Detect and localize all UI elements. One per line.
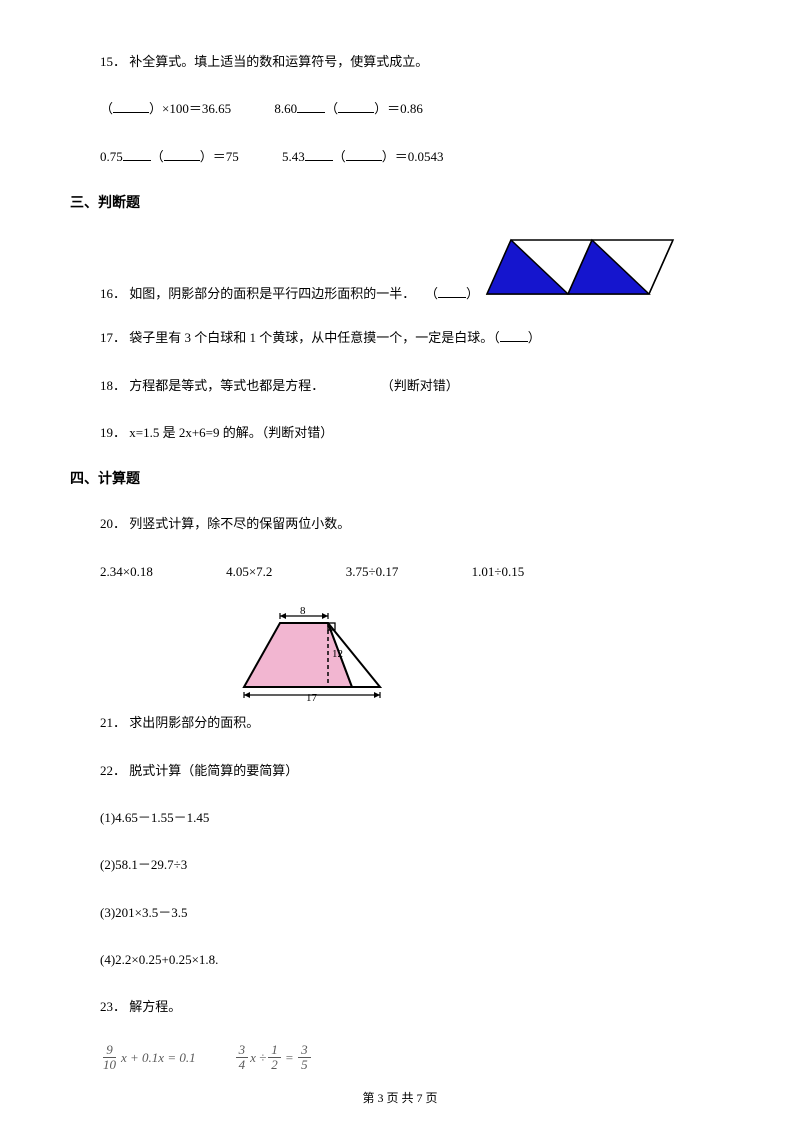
q18-num: 18． xyxy=(100,378,126,393)
q16-row: 16． 如图，阴影部分的面积是平行四边形面积的一半． （） xyxy=(70,236,730,302)
q19-text: x=1.5 是 2x+6=9 的解。（判断对错） xyxy=(129,425,333,440)
blank[interactable] xyxy=(297,99,325,113)
q18-row: 18． 方程都是等式，等式也都是方程． （判断对错） xyxy=(70,374,730,397)
q20-items: 2.34×0.18 4.05×7.2 3.75÷0.17 1.01÷0.15 xyxy=(70,560,730,583)
q23-eq1: 9 10 x + 0.1x = 0.1 xyxy=(100,1043,196,1073)
q23-title: 23． 解方程。 xyxy=(70,995,730,1018)
svg-text:12: 12 xyxy=(332,648,343,660)
q20-item: 1.01÷0.15 xyxy=(472,564,525,579)
q23-text: 解方程。 xyxy=(129,999,181,1014)
q17-num: 17． xyxy=(100,330,126,345)
q15-row2: 0.75（）＝75 5.43（）＝0.0543 xyxy=(70,145,730,168)
blank[interactable] xyxy=(438,284,466,298)
svg-text:17: 17 xyxy=(306,692,318,703)
blank[interactable] xyxy=(113,99,149,113)
q15-text: 补全算式。填上适当的数和运算符号，使算式成立。 xyxy=(129,54,428,69)
q21-text: 求出阴影部分的面积。 xyxy=(129,715,259,730)
q22-item: (4)2.2×0.25+0.25×1.8. xyxy=(70,948,730,971)
q22-item: (1)4.65－1.55－1.45 xyxy=(70,806,730,829)
q21-row: 21． 求出阴影部分的面积。 xyxy=(70,711,730,734)
q23-eq2: 3 4 x ÷ 1 2 = 3 5 xyxy=(236,1043,311,1073)
q18-suffix: （判断对错） xyxy=(381,378,459,393)
q15-row1: （）×100＝36.65 8.60（）＝0.86 xyxy=(70,97,730,120)
svg-text:8: 8 xyxy=(300,607,306,617)
q20-text: 列竖式计算，除不尽的保留两位小数。 xyxy=(129,516,350,531)
q19-row: 19． x=1.5 是 2x+6=9 的解。（判断对错） xyxy=(70,421,730,444)
q15-title: 15． 补全算式。填上适当的数和运算符号，使算式成立。 xyxy=(70,50,730,73)
q22-text: 脱式计算（能简算的要简算） xyxy=(129,763,298,778)
q20-title: 20． 列竖式计算，除不尽的保留两位小数。 xyxy=(70,512,730,535)
blank[interactable] xyxy=(305,147,333,161)
q20-item: 4.05×7.2 xyxy=(226,560,272,583)
q16-num: 16． xyxy=(100,286,126,301)
blank[interactable] xyxy=(164,147,200,161)
page-footer: 第 3 页 共 7 页 xyxy=(0,1089,800,1106)
parallelogram-figure xyxy=(485,236,675,302)
q22-title: 22． 脱式计算（能简算的要简算） xyxy=(70,759,730,782)
q15-num: 15． xyxy=(100,54,126,69)
q20-item: 3.75÷0.17 xyxy=(346,560,399,583)
q22-item: (2)58.1－29.7÷3 xyxy=(70,853,730,876)
blank[interactable] xyxy=(338,99,374,113)
q22-item: (3)201×3.5－3.5 xyxy=(70,901,730,924)
section-4-header: 四、计算题 xyxy=(70,468,730,488)
trapezoid-figure: 8 17 12 xyxy=(230,607,730,707)
q22-num: 22． xyxy=(100,763,126,778)
q16-text: 如图，阴影部分的面积是平行四边形面积的一半． xyxy=(129,286,415,301)
q18-text: 方程都是等式，等式也都是方程． xyxy=(129,378,324,393)
section-3-header: 三、判断题 xyxy=(70,192,730,212)
q20-num: 20． xyxy=(100,516,126,531)
q23-num: 23． xyxy=(100,999,126,1014)
q19-num: 19． xyxy=(100,425,126,440)
q21-num: 21． xyxy=(100,715,126,730)
blank[interactable] xyxy=(346,147,382,161)
blank[interactable] xyxy=(123,147,151,161)
q23-equations: 9 10 x + 0.1x = 0.1 3 4 x ÷ 1 2 = 3 5 xyxy=(70,1043,730,1073)
q20-item: 2.34×0.18 xyxy=(100,560,153,583)
q17-row: 17． 袋子里有 3 个白球和 1 个黄球，从中任意摸一个，一定是白球。（） xyxy=(70,326,730,349)
q17-text: 袋子里有 3 个白球和 1 个黄球，从中任意摸一个，一定是白球。（ xyxy=(129,330,500,345)
blank[interactable] xyxy=(500,328,528,342)
